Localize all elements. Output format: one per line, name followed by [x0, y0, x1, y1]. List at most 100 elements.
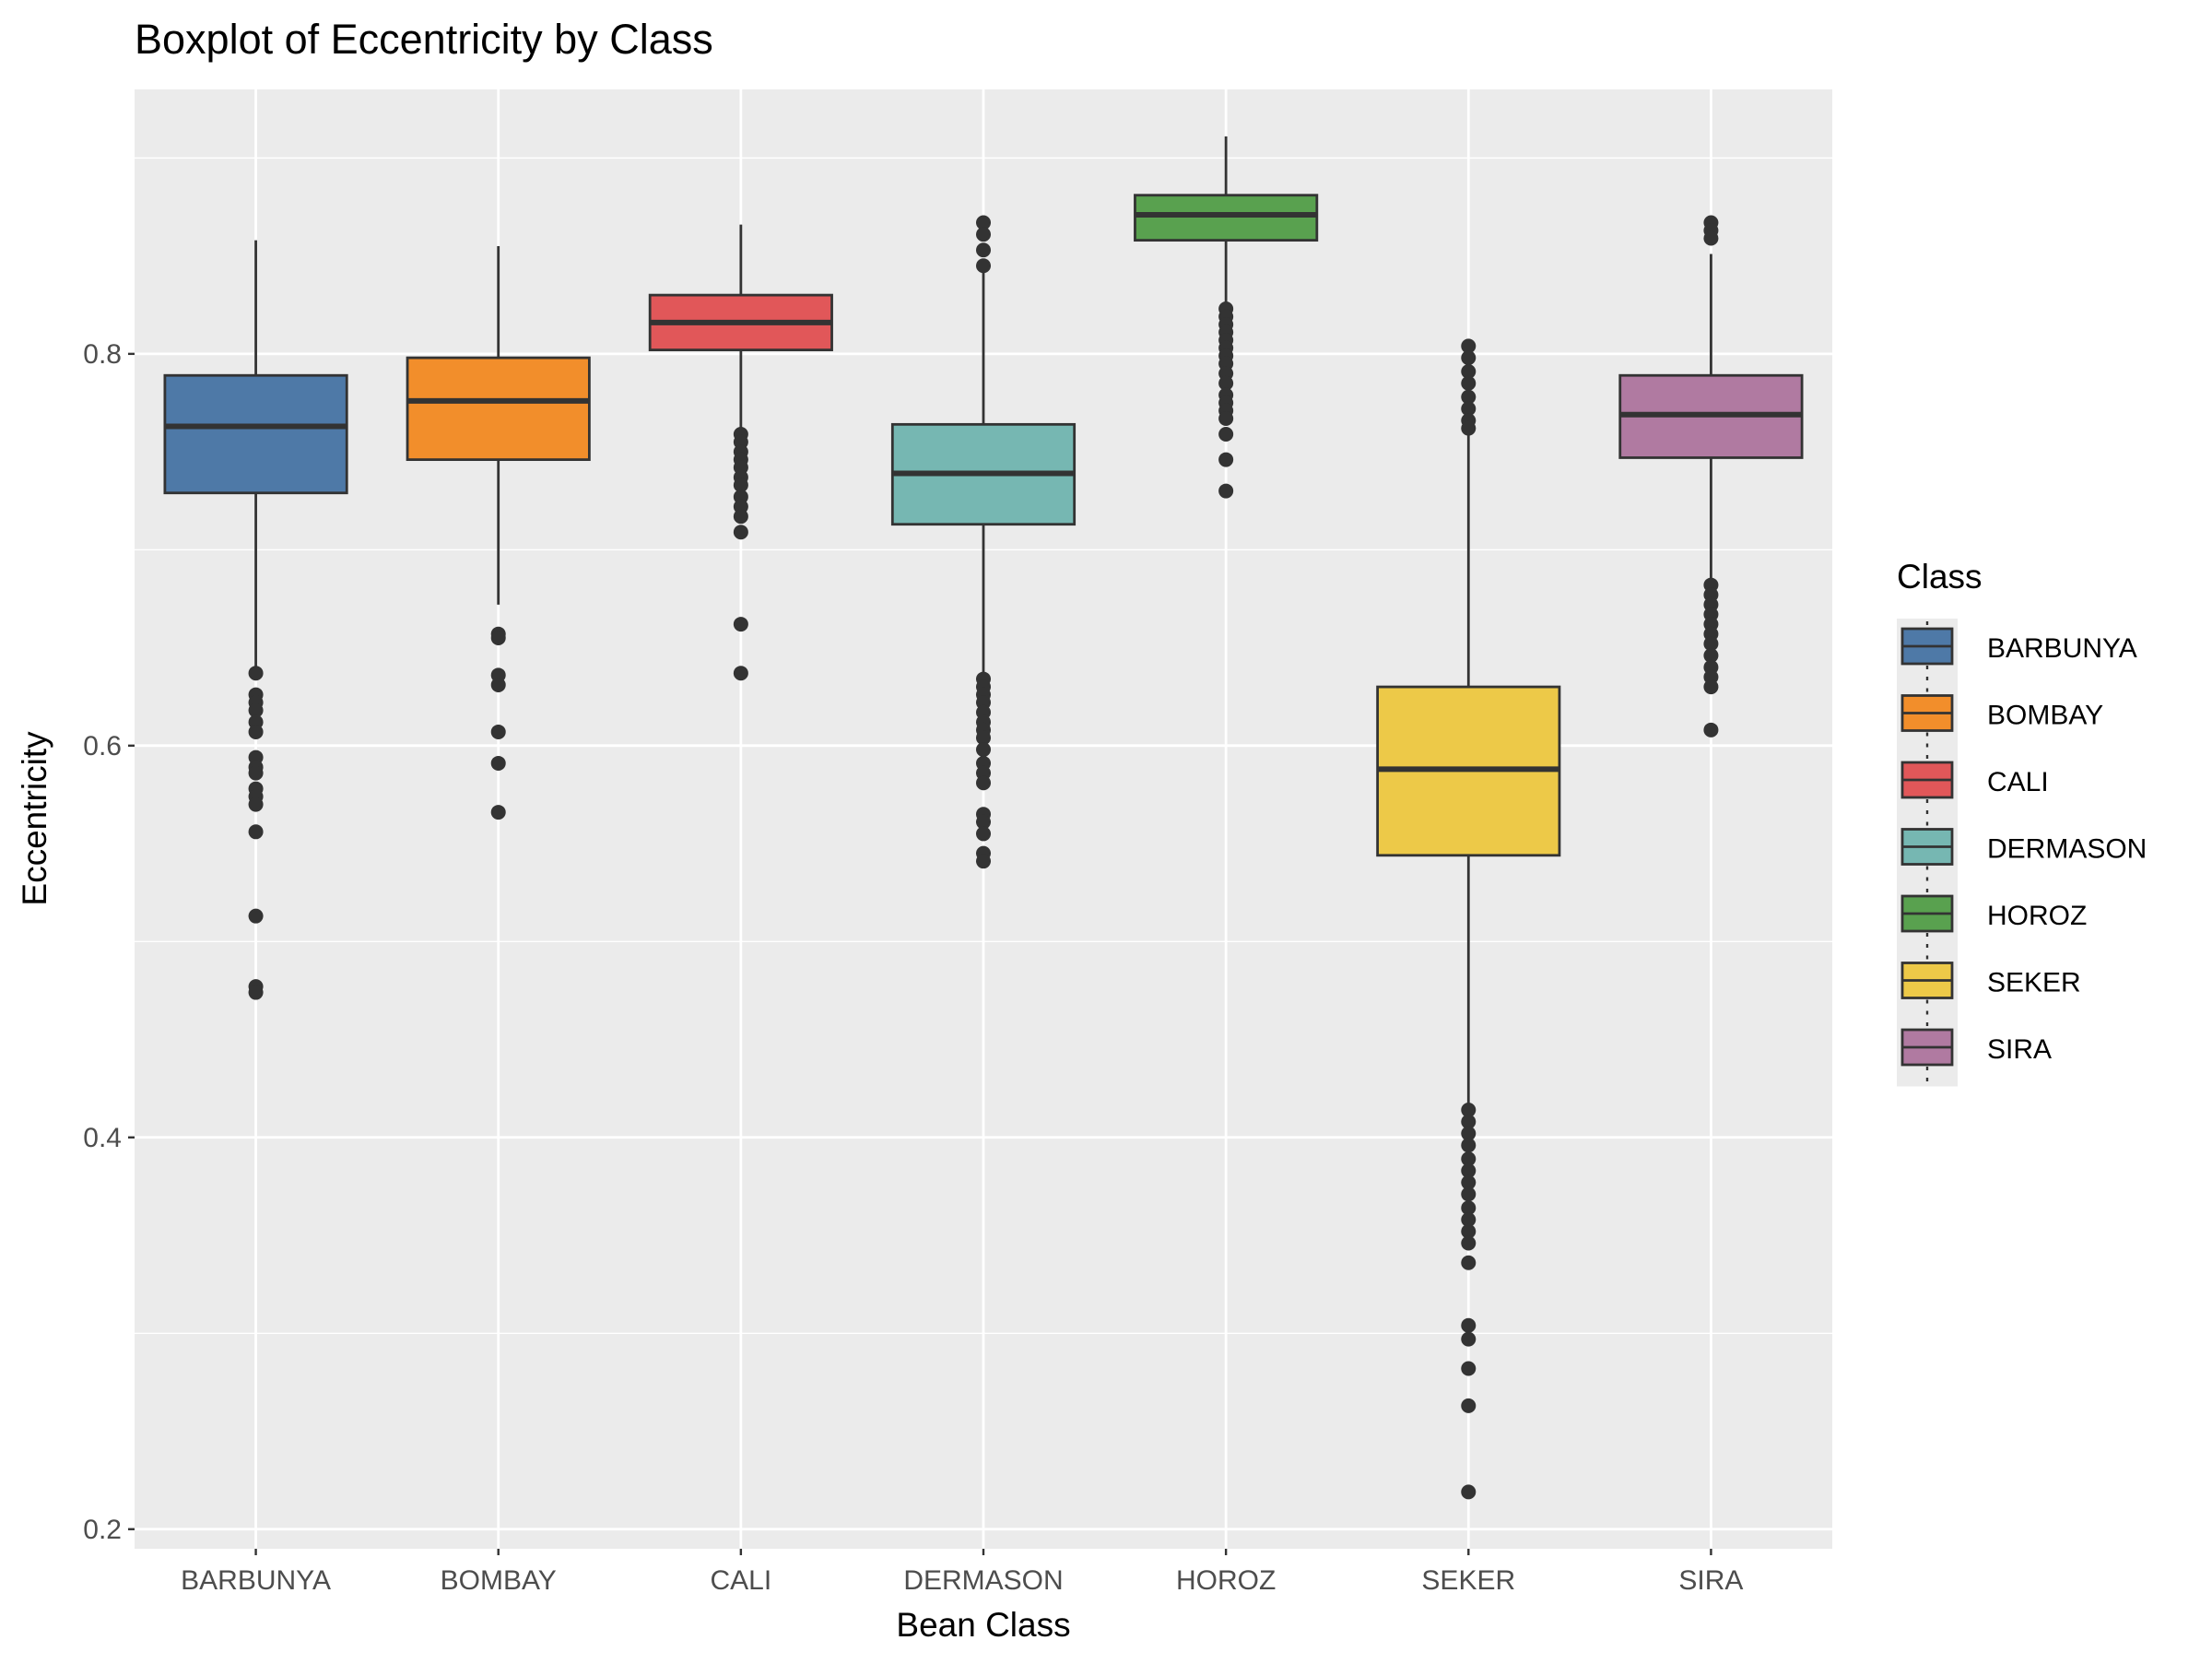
outlier-point [976, 215, 991, 230]
outlier-point [976, 814, 991, 830]
box-group-dermason [890, 215, 1077, 869]
outlier-point [976, 730, 991, 746]
legend-label: BOMBAY [1987, 701, 2103, 731]
outlier-point [490, 755, 506, 771]
outlier-point [248, 985, 264, 1000]
box-iqr [406, 356, 591, 461]
legend: Class BARBUNYA BOMBAY CALI DERMASON HOROZ SEK… [1897, 553, 2210, 1087]
outlier-point [1461, 1200, 1477, 1216]
legend-item-horoz: HOROZ [1897, 886, 2087, 953]
outlier-point [248, 702, 264, 718]
outlier-point [976, 854, 991, 869]
outlier-point [1461, 1235, 1477, 1251]
outlier-point [1461, 401, 1477, 417]
outlier-point [490, 677, 506, 692]
outlier-point [733, 478, 748, 493]
legend-label: SIRA [1987, 1034, 2052, 1065]
legend-items: BARBUNYA BOMBAY CALI DERMASON HOROZ SEKER SIRA [1897, 619, 2147, 1087]
x-tick-label: CALI [711, 1565, 772, 1596]
outlier-point [1703, 679, 1719, 695]
outlier-point [1703, 636, 1719, 652]
outlier-point [733, 509, 748, 525]
legend-label: HOROZ [1987, 901, 2087, 931]
outlier-point [1461, 1151, 1477, 1167]
y-tick-label: 0.4 [83, 1123, 122, 1153]
box-group-bombay [406, 245, 591, 820]
x-tick-label: BARBUNYA [181, 1565, 331, 1596]
outlier-point [490, 630, 506, 645]
x-tick-label: SEKER [1421, 1565, 1515, 1596]
outlier-point [976, 742, 991, 758]
x-axis-title: Bean Class [896, 1606, 1070, 1644]
legend-label: BARBUNYA [1987, 633, 2137, 664]
boxes [163, 136, 1804, 1500]
outlier-point [1461, 1174, 1477, 1190]
box-group-cali [648, 224, 833, 681]
outlier-point [1461, 1317, 1477, 1333]
outlier-point [1703, 230, 1719, 246]
outlier-point [490, 805, 506, 820]
outlier-point [976, 775, 991, 791]
legend-item-cali: CALI [1897, 752, 2049, 820]
outlier-point [248, 908, 264, 924]
outlier-point [1218, 483, 1234, 499]
y-axis-title: Eccentricity [16, 731, 53, 906]
outlier-point [1461, 1138, 1477, 1153]
outlier-point [1461, 1255, 1477, 1270]
outlier-point [976, 242, 991, 258]
outlier-point [1461, 1114, 1477, 1129]
outlier-point [1461, 363, 1477, 379]
outlier-point [1461, 420, 1477, 436]
outlier-point [1461, 375, 1477, 391]
y-tick-label: 0.2 [83, 1515, 122, 1545]
outlier-point [1461, 1223, 1477, 1239]
outlier-point [490, 724, 506, 739]
outlier-point [1461, 1103, 1477, 1118]
outlier-point [1218, 426, 1234, 442]
outlier-point [1461, 338, 1477, 354]
x-axis: BARBUNYA BOMBAY CALI DERMASON HOROZ SEKER SIRA [181, 1549, 1743, 1596]
box-group-sira [1618, 215, 1804, 738]
x-tick-label: HOROZ [1176, 1565, 1276, 1596]
x-tick-label: BOMBAY [441, 1565, 557, 1596]
outlier-point [248, 666, 264, 681]
outlier-point [976, 826, 991, 842]
outlier-point [1461, 1331, 1477, 1347]
outlier-point [1703, 722, 1719, 738]
outlier-point [1461, 1361, 1477, 1376]
outlier-point [1461, 1126, 1477, 1141]
legend-item-barbunya: BARBUNYA [1897, 619, 2137, 686]
outlier-point [1461, 350, 1477, 366]
outlier-point [248, 797, 264, 812]
outlier-point [976, 227, 991, 242]
y-tick-label: 0.8 [83, 339, 122, 370]
outlier-point [1218, 410, 1234, 426]
outlier-point [976, 258, 991, 274]
legend-item-seker: SEKER [1897, 952, 2081, 1020]
y-tick-label: 0.6 [83, 731, 122, 761]
outlier-point [1461, 1162, 1477, 1178]
x-tick-label: DERMASON [903, 1565, 1063, 1596]
outlier-point [1461, 1186, 1477, 1202]
legend-title: Class [1897, 558, 1983, 596]
outlier-point [733, 525, 748, 540]
outlier-point [248, 765, 264, 781]
outlier-point [733, 666, 748, 681]
outlier-point [1703, 648, 1719, 664]
legend-item-sira: SIRA [1897, 1020, 2052, 1087]
legend-label: CALI [1987, 767, 2049, 797]
box-iqr [1134, 194, 1319, 242]
outlier-point [1461, 1484, 1477, 1500]
box-group-seker [1376, 338, 1561, 1500]
outlier-point [248, 824, 264, 840]
legend-label: DERMASON [1987, 834, 2147, 865]
outlier-point [733, 617, 748, 632]
outlier-point [1461, 1398, 1477, 1413]
legend-item-dermason: DERMASON [1897, 819, 2147, 886]
legend-item-bombay: BOMBAY [1897, 685, 2103, 752]
y-axis: 0.2 0.4 0.6 0.8 [83, 339, 135, 1545]
outlier-point [1218, 375, 1234, 391]
box-group-barbunya [163, 240, 348, 1000]
